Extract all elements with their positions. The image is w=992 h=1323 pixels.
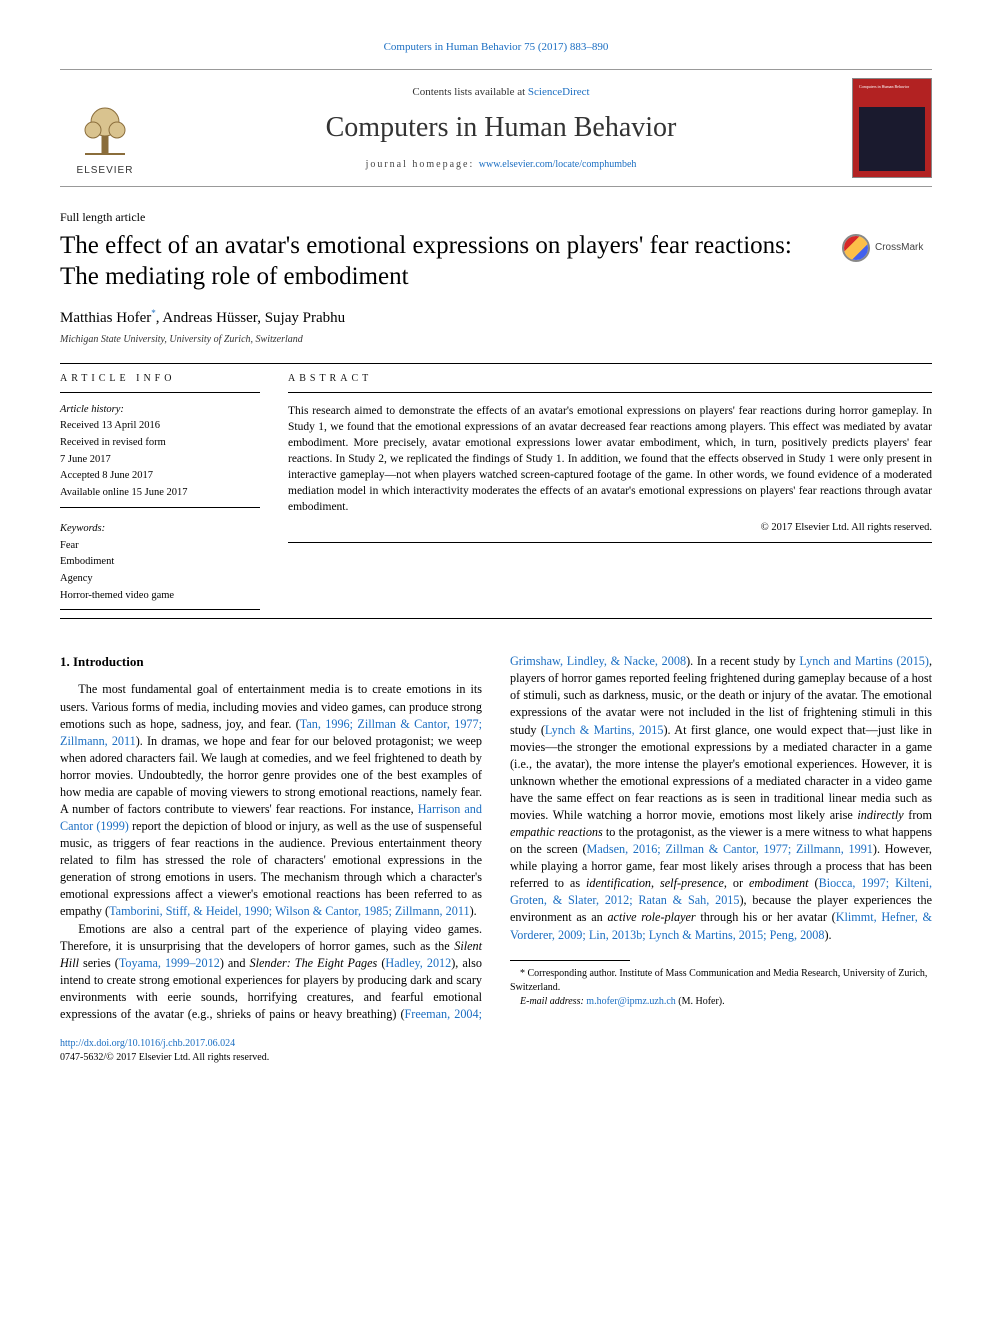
email-footnote: E-mail address: m.hofer@ipmz.uzh.ch (M. … bbox=[510, 995, 932, 1009]
keywords-label: Keywords: bbox=[60, 522, 260, 537]
revised-date-l1: Received in revised form bbox=[60, 436, 260, 451]
citation-link[interactable]: Madsen, 2016; Zillman & Cantor, 1977; Zi… bbox=[587, 842, 873, 856]
abstract-heading: ABSTRACT bbox=[288, 372, 932, 393]
crossmark-icon bbox=[842, 234, 870, 262]
divider bbox=[60, 609, 260, 610]
author-email-link[interactable]: m.hofer@ipmz.uzh.ch bbox=[586, 996, 675, 1007]
online-date: Available online 15 June 2017 bbox=[60, 486, 260, 501]
crossmark-badge[interactable]: CrossMark bbox=[842, 234, 932, 262]
crossmark-label: CrossMark bbox=[875, 241, 923, 255]
doi-link[interactable]: http://dx.doi.org/10.1016/j.chb.2017.06.… bbox=[60, 1038, 235, 1049]
corresponding-author-footnote: * Corresponding author. Institute of Mas… bbox=[510, 967, 932, 995]
journal-homepage-line: journal homepage: www.elsevier.com/locat… bbox=[162, 158, 840, 172]
article-type: Full length article bbox=[60, 209, 932, 226]
accepted-date: Accepted 8 June 2017 bbox=[60, 469, 260, 484]
author-list: Matthias Hofer*, Andreas Hüsser, Sujay P… bbox=[60, 307, 932, 329]
keyword: Embodiment bbox=[60, 555, 260, 570]
running-head-link[interactable]: Computers in Human Behavior 75 (2017) 88… bbox=[384, 41, 609, 53]
citation-link[interactable]: Hadley, 2012 bbox=[385, 956, 451, 970]
history-label: Article history: bbox=[60, 403, 260, 418]
footnotes: * Corresponding author. Institute of Mas… bbox=[510, 967, 932, 1009]
divider bbox=[60, 363, 932, 364]
keyword: Horror-themed video game bbox=[60, 589, 260, 604]
contents-available-line: Contents lists available at ScienceDirec… bbox=[162, 85, 840, 100]
body-paragraph: The most fundamental goal of entertainme… bbox=[60, 681, 482, 920]
divider bbox=[60, 618, 932, 619]
article-title: The effect of an avatar's emotional expr… bbox=[60, 230, 822, 293]
journal-homepage-link[interactable]: www.elsevier.com/locate/comphumbeh bbox=[479, 159, 637, 170]
cover-thumb-title: Computers in Human Behavior bbox=[859, 85, 925, 89]
section-heading: 1. Introduction bbox=[60, 653, 482, 671]
sciencedirect-link[interactable]: ScienceDirect bbox=[528, 86, 590, 98]
article-info-column: ARTICLE INFO Article history: Received 1… bbox=[60, 372, 260, 611]
abstract-copyright: © 2017 Elsevier Ltd. All rights reserved… bbox=[288, 521, 932, 536]
revised-date-l2: 7 June 2017 bbox=[60, 453, 260, 468]
journal-name: Computers in Human Behavior bbox=[162, 108, 840, 147]
citation-link[interactable]: Tamborini, Stiff, & Heidel, 1990; Wilson… bbox=[109, 904, 470, 918]
article-info-heading: ARTICLE INFO bbox=[60, 372, 260, 393]
elsevier-logo: ELSEVIER bbox=[60, 78, 150, 178]
issn-copyright: 0747-5632/© 2017 Elsevier Ltd. All right… bbox=[60, 1052, 269, 1063]
divider bbox=[288, 542, 932, 543]
authors-rest: , Andreas Hüsser, Sujay Prabhu bbox=[156, 310, 345, 326]
journal-cover-thumbnail: Computers in Human Behavior bbox=[852, 78, 932, 178]
affiliation: Michigan State University, University of… bbox=[60, 333, 932, 347]
received-date: Received 13 April 2016 bbox=[60, 419, 260, 434]
journal-header: ELSEVIER Contents lists available at Sci… bbox=[60, 69, 932, 187]
elsevier-tree-icon bbox=[75, 100, 135, 160]
keyword: Agency bbox=[60, 572, 260, 587]
abstract-column: ABSTRACT This research aimed to demonstr… bbox=[288, 372, 932, 611]
divider bbox=[60, 507, 260, 508]
keyword: Fear bbox=[60, 539, 260, 554]
elsevier-wordmark: ELSEVIER bbox=[77, 164, 134, 178]
running-head: Computers in Human Behavior 75 (2017) 88… bbox=[60, 40, 932, 55]
article-footer-meta: http://dx.doi.org/10.1016/j.chb.2017.06.… bbox=[60, 1037, 932, 1065]
citation-link[interactable]: Lynch and Martins (2015) bbox=[799, 654, 929, 668]
abstract-text: This research aimed to demonstrate the e… bbox=[288, 403, 932, 516]
footnote-separator bbox=[510, 960, 630, 961]
citation-link[interactable]: Toyama, 1999–2012 bbox=[119, 956, 220, 970]
author-1: Matthias Hofer bbox=[60, 310, 151, 326]
article-body: 1. Introduction The most fundamental goa… bbox=[60, 653, 932, 1023]
citation-link[interactable]: Lynch & Martins, 2015 bbox=[545, 723, 664, 737]
